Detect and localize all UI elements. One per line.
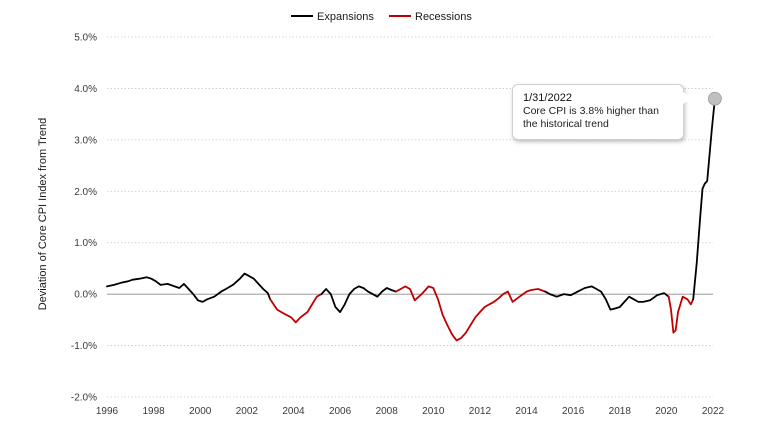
x-tick-label: 2006	[329, 406, 352, 417]
annotation-marker	[707, 91, 722, 106]
series-line-expansions	[320, 285, 397, 314]
x-tick-label: 2018	[609, 406, 632, 417]
annotation-text-line2: the historical trend	[523, 118, 609, 130]
y-tick-label: 1.0%	[74, 238, 97, 249]
x-tick-label: 2022	[702, 406, 725, 417]
data-series	[106, 97, 716, 342]
x-tick-label: 2000	[189, 406, 212, 417]
x-tick-label: 2010	[422, 406, 445, 417]
x-tick-label: 1998	[142, 406, 165, 417]
annotation-callout: 1/31/2022 Core CPI is 3.8% higher than t…	[512, 84, 693, 140]
series-line-expansions	[106, 272, 272, 303]
series-line-recessions	[667, 295, 695, 334]
x-tick-label: 2008	[376, 406, 399, 417]
y-tick-label: 5.0%	[74, 33, 97, 44]
legend-label: Recessions	[415, 11, 472, 23]
x-tick-label: 2012	[469, 406, 492, 417]
series-line-expansions	[544, 285, 670, 311]
x-tick-label: 2014	[515, 406, 538, 417]
series-line-expansions	[692, 97, 716, 301]
y-tick-label: -2.0%	[71, 393, 97, 404]
y-axis-label: Deviation of Core CPI Index from Trend	[37, 118, 49, 311]
x-tick-label: 2020	[655, 406, 678, 417]
y-tick-label: 2.0%	[74, 187, 97, 198]
x-tick-label: 2002	[236, 406, 259, 417]
x-tick-label: 2004	[282, 406, 305, 417]
series-line-recessions	[269, 293, 323, 324]
annotation-date: 1/31/2022	[523, 92, 572, 104]
y-tick-label: 3.0%	[74, 135, 97, 146]
y-tick-label: 0.0%	[74, 290, 97, 301]
x-axis-ticks: 1996 1998 2000 2002 2004 2006 2008 2010 2012 2014…	[96, 406, 725, 417]
highlight-point	[707, 91, 722, 106]
series-line-recessions	[395, 285, 547, 342]
y-tick-label: 4.0%	[74, 84, 97, 95]
x-tick-label: 1996	[96, 406, 119, 417]
y-tick-label: -1.0%	[71, 341, 97, 352]
legend-label: Expansions	[317, 11, 374, 23]
legend: Expansions Recessions	[291, 11, 472, 23]
annotation-text-line1: Core CPI is 3.8% higher than	[523, 105, 659, 117]
y-axis-ticks: 5.0% 4.0% 3.0% 2.0% 1.0% 0.0% -1.0% -2.0%	[71, 33, 97, 404]
x-tick-label: 2016	[562, 406, 585, 417]
